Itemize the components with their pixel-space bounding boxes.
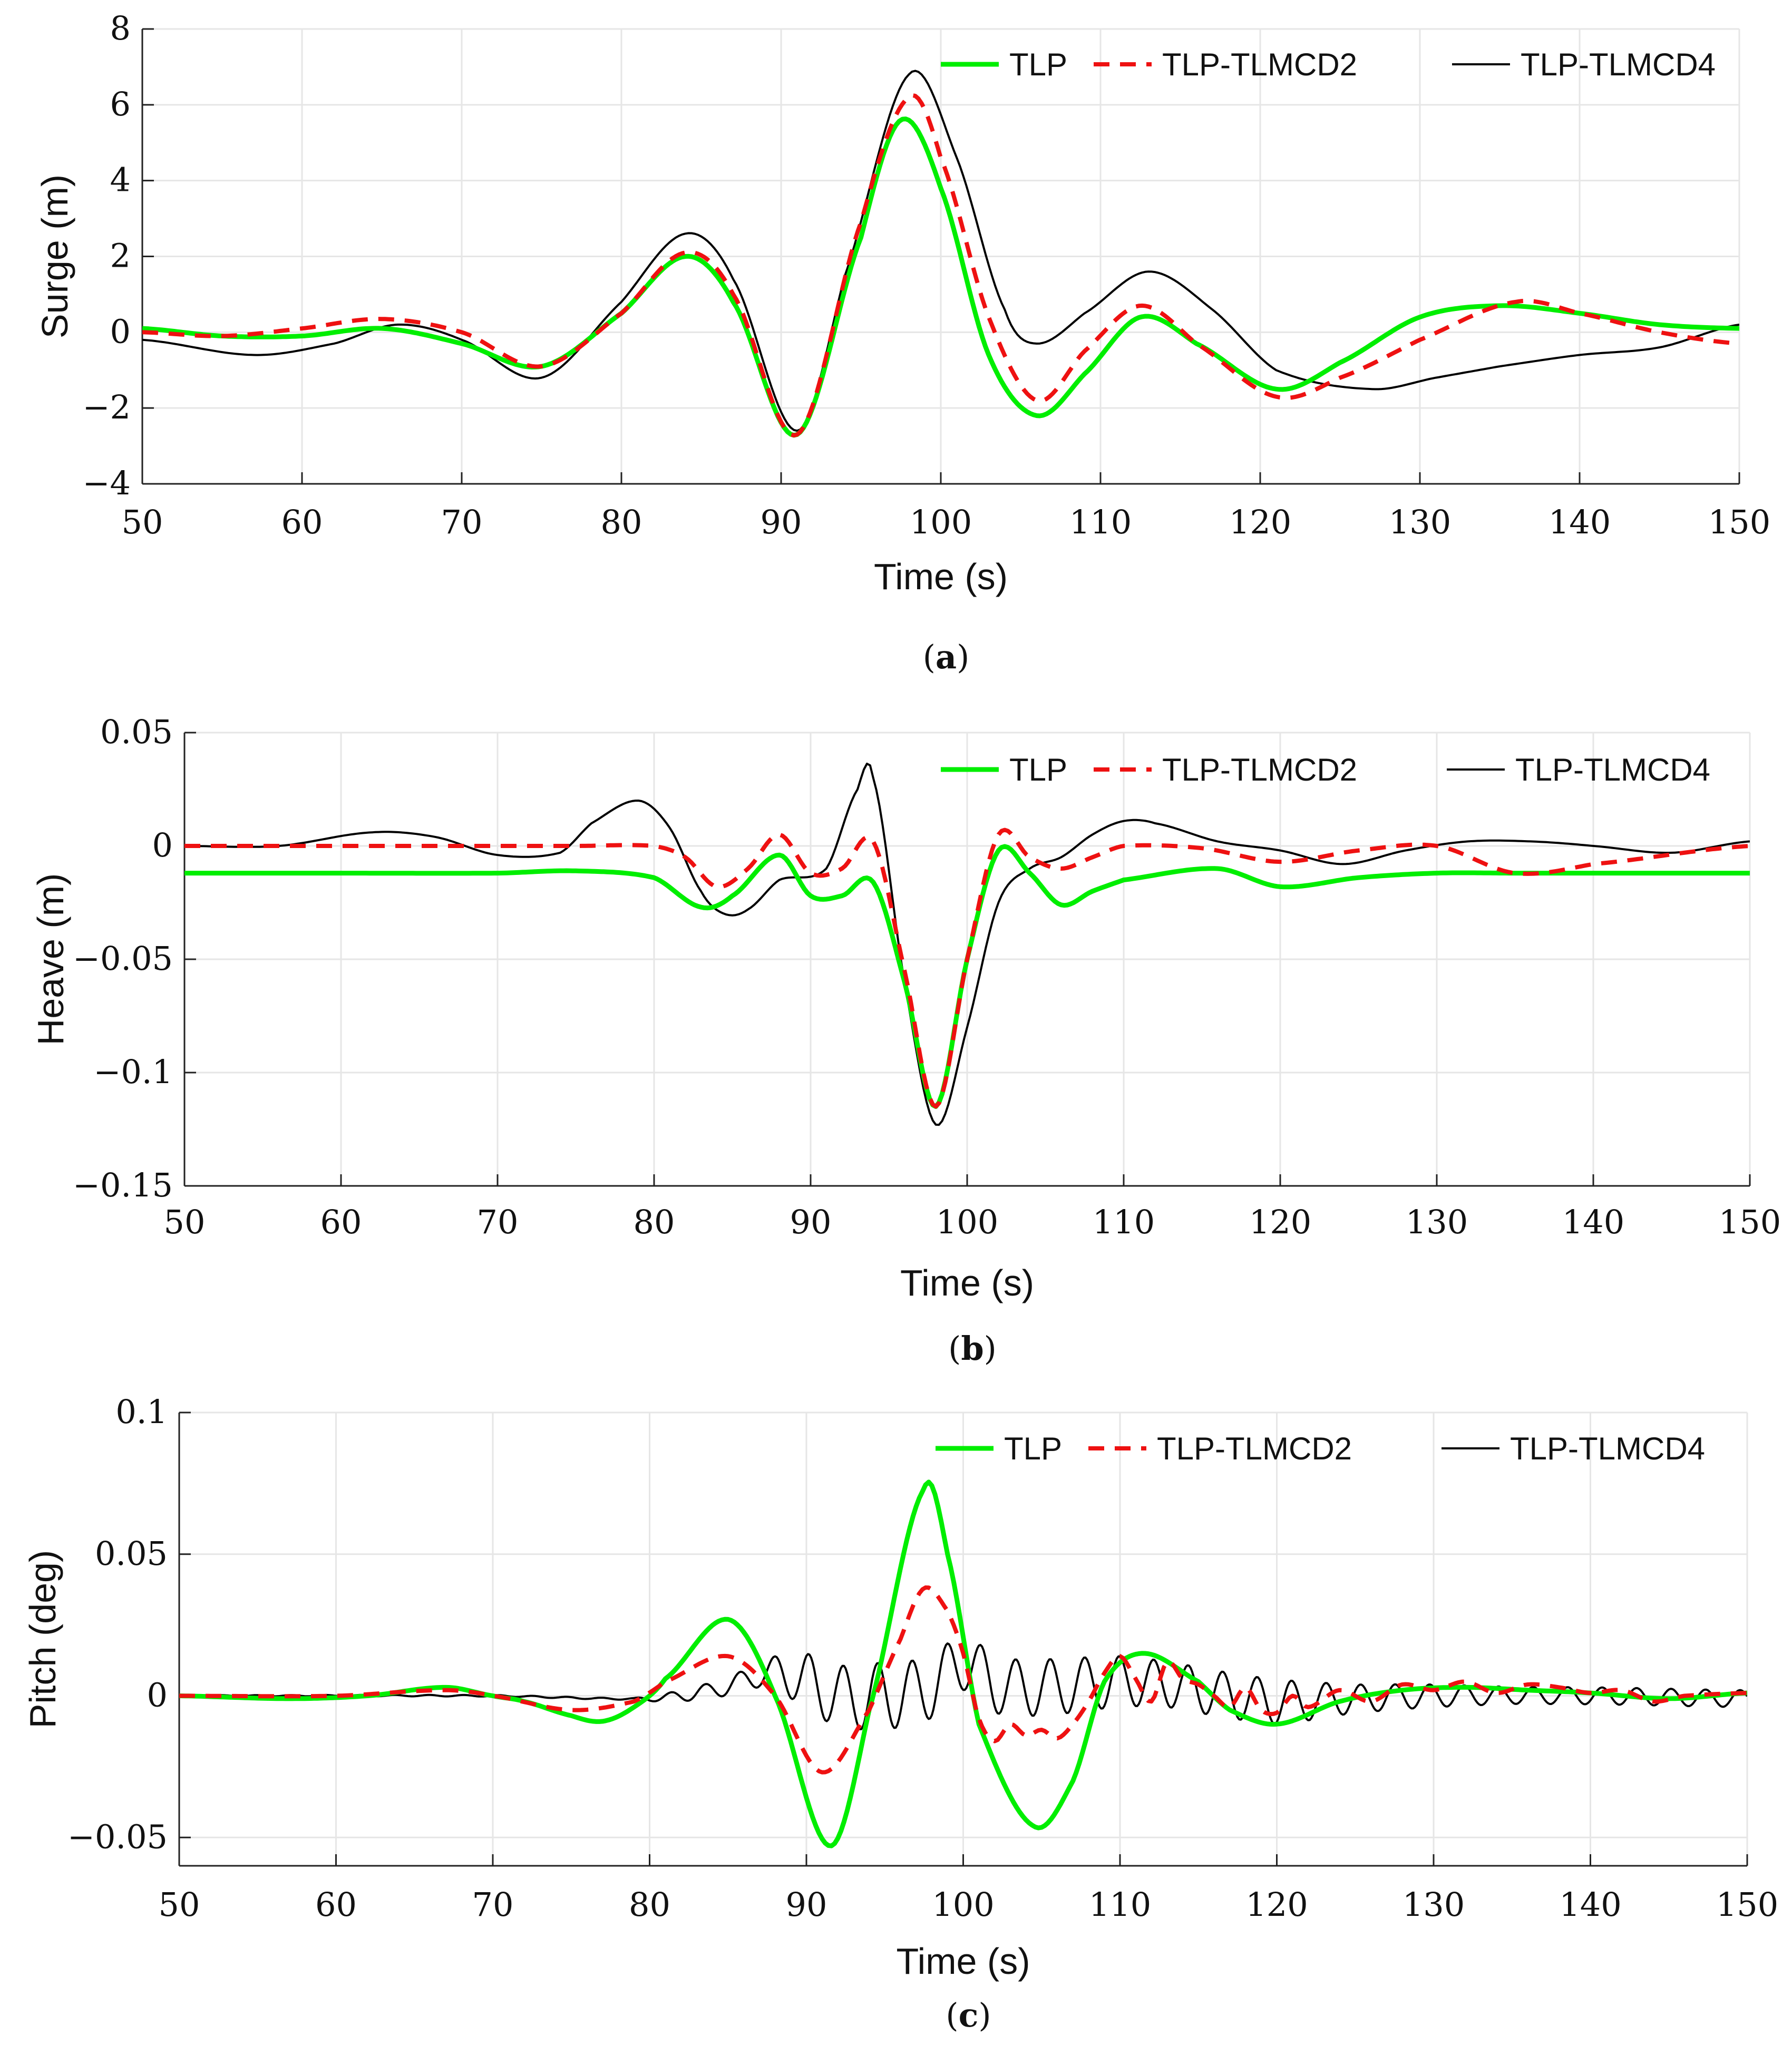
legend-label-tlp-tlmcd4: TLP-TLMCD4 [1515, 752, 1710, 787]
y-tick-label: −0.15 [73, 1166, 173, 1204]
x-tick-label: 100 [910, 503, 972, 541]
y-axis-label: Pitch (deg) [22, 1550, 63, 1728]
panel-a: 50 60 70 80 90 100 110 120 130 140 150 −4 −2 0 2 4 6 8 Tim… [34, 9, 1770, 676]
x-tick-label: 150 [1708, 503, 1770, 541]
x-axis-label: Time (s) [896, 1941, 1030, 1982]
y-tick-label: −4 [83, 464, 131, 502]
y-tick-label: −2 [83, 388, 131, 426]
y-tick-label: 0 [152, 826, 173, 864]
x-tick-label: 110 [1089, 1885, 1151, 1924]
grid-lines [141, 28, 1740, 485]
x-tick-label: 110 [1093, 1203, 1155, 1241]
y-tick-label: 0 [110, 312, 131, 350]
y-tick-label: 2 [110, 237, 131, 275]
y-tick-label: 8 [110, 9, 131, 47]
y-tick-label: 0.05 [95, 1534, 168, 1573]
legend-label-tlp: TLP [1009, 47, 1067, 82]
x-tick-label: 90 [790, 1203, 832, 1241]
x-tick-label: 100 [936, 1203, 998, 1241]
x-tick-label: 60 [315, 1885, 357, 1924]
x-axis-label: Time (s) [900, 1262, 1034, 1303]
panel-b: 50 60 70 80 90 100 110 120 130 140 150 −0.15 −0.1 −0.… [30, 713, 1781, 1368]
x-axis-label: Time (s) [874, 556, 1008, 597]
y-tick-label: 0 [147, 1676, 168, 1715]
legend-label-tlp-tlmcd2: TLP-TLMCD2 [1157, 1431, 1352, 1466]
x-tick-label: 60 [320, 1203, 362, 1241]
x-tick-label: 70 [472, 1885, 514, 1924]
x-tick-label: 120 [1249, 1203, 1311, 1241]
x-tick-label: 60 [281, 503, 323, 541]
x-tick-label: 140 [1562, 1203, 1624, 1241]
y-tick-label: 4 [110, 161, 131, 199]
y-tick-label: 0.05 [100, 713, 173, 751]
plot-area [184, 763, 1750, 1126]
x-tick-label: 90 [761, 503, 802, 541]
x-tick-label: 130 [1406, 1203, 1468, 1241]
series-line-tlp [142, 116, 1739, 438]
y-tick-label: −0.05 [67, 1817, 168, 1856]
panel-caption: (c) [946, 1996, 991, 2034]
y-tick-label: 6 [110, 85, 131, 123]
legend-label-tlp-tlmcd2: TLP-TLMCD2 [1162, 47, 1357, 82]
legend-label-tlp: TLP [1004, 1431, 1062, 1466]
x-tick-label: 80 [601, 503, 642, 541]
panel-c: 50 60 70 80 90 100 110 120 130 140 150 −0.05 0 0.05 0.… [22, 1392, 1778, 2034]
x-tick-label: 50 [159, 1885, 200, 1924]
series-line-tlp-tlmcd2 [142, 93, 1739, 438]
x-tick-label: 90 [786, 1885, 827, 1924]
x-tick-label: 140 [1559, 1885, 1621, 1924]
legend-label-tlp-tlmcd4: TLP-TLMCD4 [1521, 47, 1716, 82]
x-tick-label: 50 [164, 1203, 206, 1241]
legend-label-tlp-tlmcd4: TLP-TLMCD4 [1510, 1431, 1705, 1466]
x-tick-label: 110 [1069, 503, 1132, 541]
legend: TLP TLP-TLMCD2 TLP-TLMCD4 [936, 1431, 1705, 1466]
x-tick-label: 100 [932, 1885, 994, 1924]
series-line-tlp-tlmcd4 [179, 1642, 1747, 1730]
x-tick-label: 50 [122, 503, 163, 541]
y-tick-label: 0.1 [115, 1392, 168, 1431]
plot-area [142, 70, 1739, 438]
x-tick-label: 150 [1719, 1203, 1781, 1241]
x-tick-label: 130 [1403, 1885, 1465, 1924]
y-axis-label: Surge (m) [34, 174, 75, 338]
x-tick-label: 80 [634, 1203, 675, 1241]
series-line-tlp-tlmcd2 [184, 827, 1750, 1109]
series-line-tlp-tlmcd2 [179, 1585, 1747, 1775]
x-tick-label: 150 [1716, 1885, 1778, 1924]
legend-label-tlp: TLP [1009, 752, 1067, 787]
plot-area [179, 1479, 1747, 1848]
x-tick-label: 120 [1245, 1885, 1308, 1924]
x-tick-label: 140 [1548, 503, 1611, 541]
y-axis-label: Heave (m) [30, 873, 71, 1046]
x-tick-label: 130 [1389, 503, 1451, 541]
legend: TLP TLP-TLMCD2 TLP-TLMCD4 [941, 47, 1716, 82]
legend-label-tlp-tlmcd2: TLP-TLMCD2 [1162, 752, 1357, 787]
legend: TLP TLP-TLMCD2 TLP-TLMCD4 [941, 752, 1710, 787]
y-tick-label: −0.1 [93, 1053, 173, 1091]
series-line-tlp-tlmcd4 [142, 70, 1739, 432]
y-tick-label: −0.05 [73, 939, 173, 978]
x-tick-label: 120 [1229, 503, 1291, 541]
x-tick-label: 80 [629, 1885, 670, 1924]
x-tick-label: 70 [441, 503, 483, 541]
panel-caption: (a) [923, 638, 970, 676]
x-tick-label: 70 [477, 1203, 519, 1241]
panel-caption: (b) [948, 1329, 997, 1368]
series-line-tlp-tlmcd4 [184, 763, 1750, 1126]
